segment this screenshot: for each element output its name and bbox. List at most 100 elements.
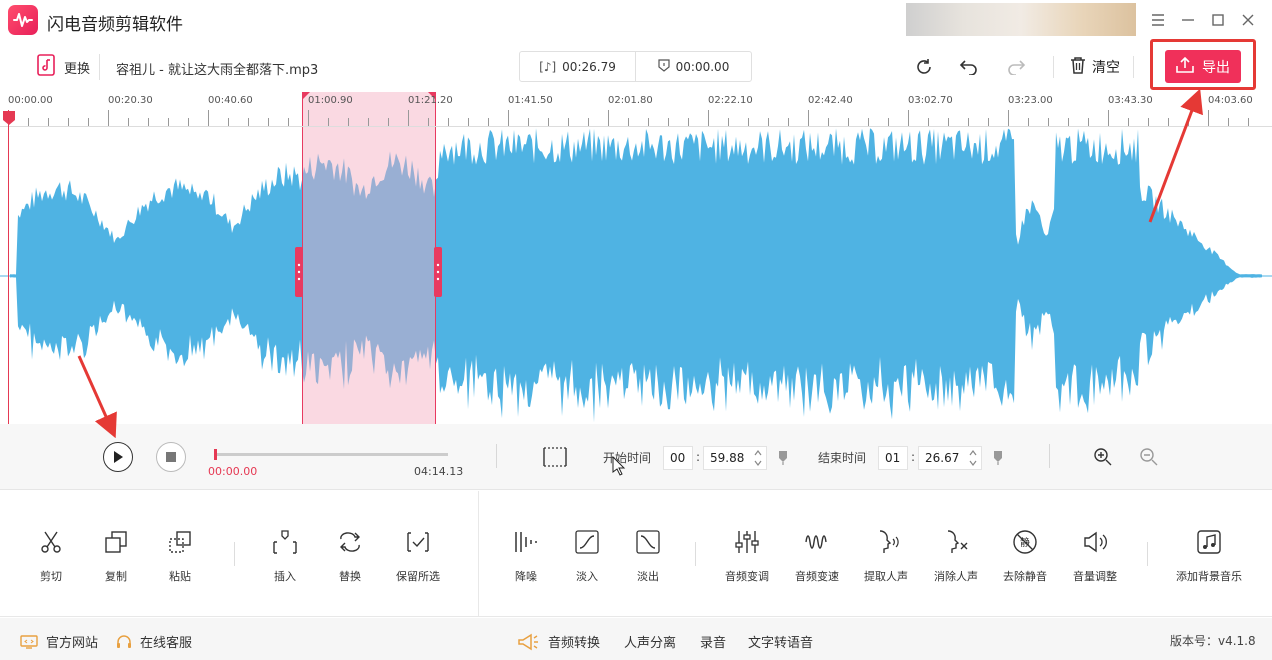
play-button[interactable] (103, 442, 133, 472)
selection-left-handle[interactable] (295, 247, 303, 297)
zoom-out-icon[interactable] (1139, 447, 1159, 471)
record-link[interactable]: 录音 (700, 632, 726, 651)
maximize-icon[interactable] (1206, 8, 1230, 32)
end-colon: : (911, 450, 916, 464)
copy-icon (102, 528, 130, 556)
tool-label: 去除静音 (1003, 570, 1047, 583)
tool-paste-button[interactable]: 粘贴 (145, 528, 215, 584)
remove-voice-icon (942, 528, 970, 556)
start-time-label: 开始时间 (603, 451, 652, 465)
tool-denoise-button[interactable]: 降噪 (491, 528, 561, 584)
tool-label: 音频变调 (725, 570, 769, 583)
progress-knob[interactable] (214, 449, 217, 460)
vocal-split-link[interactable]: 人声分离 (624, 632, 676, 651)
footer (0, 618, 1272, 660)
tool-fade-in-button[interactable]: 淡入 (552, 528, 622, 584)
tool-label: 音频变速 (795, 570, 839, 583)
tool-keep-selection-button[interactable]: 保留所选 (383, 528, 453, 584)
paste-icon (166, 528, 194, 556)
stop-button[interactable] (156, 442, 186, 472)
end-time-label: 结束时间 (818, 451, 867, 465)
tool-scissors-button[interactable]: 剪切 (16, 528, 86, 584)
selection-right-handle[interactable] (434, 247, 442, 297)
end-minute-input[interactable]: 01 (878, 446, 908, 470)
position-icon (658, 58, 670, 75)
replace-file-button[interactable]: 更换 (36, 54, 90, 80)
progress-track[interactable] (215, 453, 448, 456)
tool-label: 提取人声 (864, 570, 908, 583)
ad-banner[interactable] (906, 3, 1136, 36)
remove-silence-icon: 静 (1011, 528, 1039, 556)
tick-label: 02:22.10 (708, 95, 753, 106)
tool-volume-button[interactable]: 音量调整 (1060, 528, 1130, 584)
cursor-icon (612, 455, 626, 480)
tool-group-divider (234, 542, 235, 566)
tick-label: 00:00.00 (8, 95, 53, 106)
redo-icon[interactable] (1005, 56, 1027, 78)
start-stepper[interactable] (753, 447, 763, 473)
tool-remove-voice-button[interactable]: 消除人声 (921, 528, 991, 584)
monitor-icon (20, 634, 38, 649)
undo-icon[interactable] (958, 56, 980, 78)
tool-copy-button[interactable]: 复制 (81, 528, 151, 584)
end-pin-icon[interactable] (993, 450, 1003, 470)
playhead[interactable] (8, 110, 9, 424)
minimize-icon[interactable] (1176, 8, 1200, 32)
selection-region[interactable] (302, 92, 436, 424)
start-second-input[interactable]: 59.88 (703, 446, 767, 470)
app-title: 闪电音频剪辑软件 (47, 15, 183, 35)
stop-icon (166, 452, 176, 462)
waveform[interactable] (0, 92, 1272, 424)
playbar-divider (1049, 444, 1050, 468)
end-second-input[interactable]: 26.67 (918, 446, 982, 470)
tool-group-divider (1147, 542, 1148, 566)
record-label: 录音 (700, 636, 727, 651)
tick-label: 03:02.70 (908, 95, 953, 106)
tool-insert-button[interactable]: 插入 (250, 528, 320, 584)
pitch-icon (733, 528, 761, 556)
tool-replace-button[interactable]: 替换 (315, 528, 385, 584)
reset-icon[interactable] (913, 56, 935, 78)
tool-speed-button[interactable]: 音频变速 (782, 528, 852, 584)
tool-bg-music-button[interactable]: 添加背景音乐 (1174, 528, 1244, 584)
close-icon[interactable] (1236, 8, 1260, 32)
tts-label: 文字转语音 (748, 636, 814, 651)
trash-icon (1070, 56, 1086, 78)
start-minute-input[interactable]: 00 (663, 446, 693, 470)
vocal-split-label: 人声分离 (624, 636, 677, 651)
file-name: 容祖儿 - 就让这大雨全都落下.mp3 (116, 63, 319, 78)
tool-pitch-button[interactable]: 音频变调 (712, 528, 782, 584)
select-region-icon[interactable] (541, 445, 569, 473)
playbar-divider (496, 444, 497, 468)
tts-link[interactable]: 文字转语音 (748, 632, 813, 651)
tick-label: 01:41.50 (508, 95, 553, 106)
upload-icon (1176, 56, 1194, 77)
tool-label: 剪切 (40, 570, 62, 583)
export-button[interactable]: 导出 (1165, 50, 1241, 83)
tool-label: 替换 (339, 570, 361, 583)
tick-label: 01:21.20 (408, 95, 453, 106)
waveform-area[interactable] (0, 92, 1272, 424)
tool-extract-voice-button[interactable]: 提取人声 (851, 528, 921, 584)
online-support-link[interactable]: 在线客服 (116, 632, 192, 651)
menu-icon[interactable] (1146, 8, 1170, 32)
tool-label: 淡出 (637, 570, 659, 583)
playhead-marker[interactable] (2, 110, 16, 126)
audio-convert-link[interactable]: 音频转换 (516, 632, 600, 651)
tool-label: 淡入 (576, 570, 598, 583)
duration-icon: [♪] (539, 59, 557, 74)
zoom-in-icon[interactable] (1093, 447, 1113, 471)
title-bar: 闪电音频剪辑软件 (0, 0, 1272, 40)
tool-remove-silence-button[interactable]: 静去除静音 (990, 528, 1060, 584)
panel-divider (478, 491, 479, 617)
total-time: 04:14.13 (414, 465, 464, 478)
clear-label: 清空 (1092, 60, 1120, 76)
tool-fade-out-button[interactable]: 淡出 (613, 528, 683, 584)
start-pin-icon[interactable] (778, 450, 788, 470)
position-cell: 00:00.00 (635, 52, 751, 81)
end-stepper[interactable] (968, 447, 978, 473)
official-website-label: 官方网站 (46, 636, 99, 651)
clear-button[interactable]: 清空 (1070, 56, 1120, 78)
official-website-link[interactable]: 官方网站 (20, 632, 98, 651)
denoise-icon (512, 528, 540, 556)
